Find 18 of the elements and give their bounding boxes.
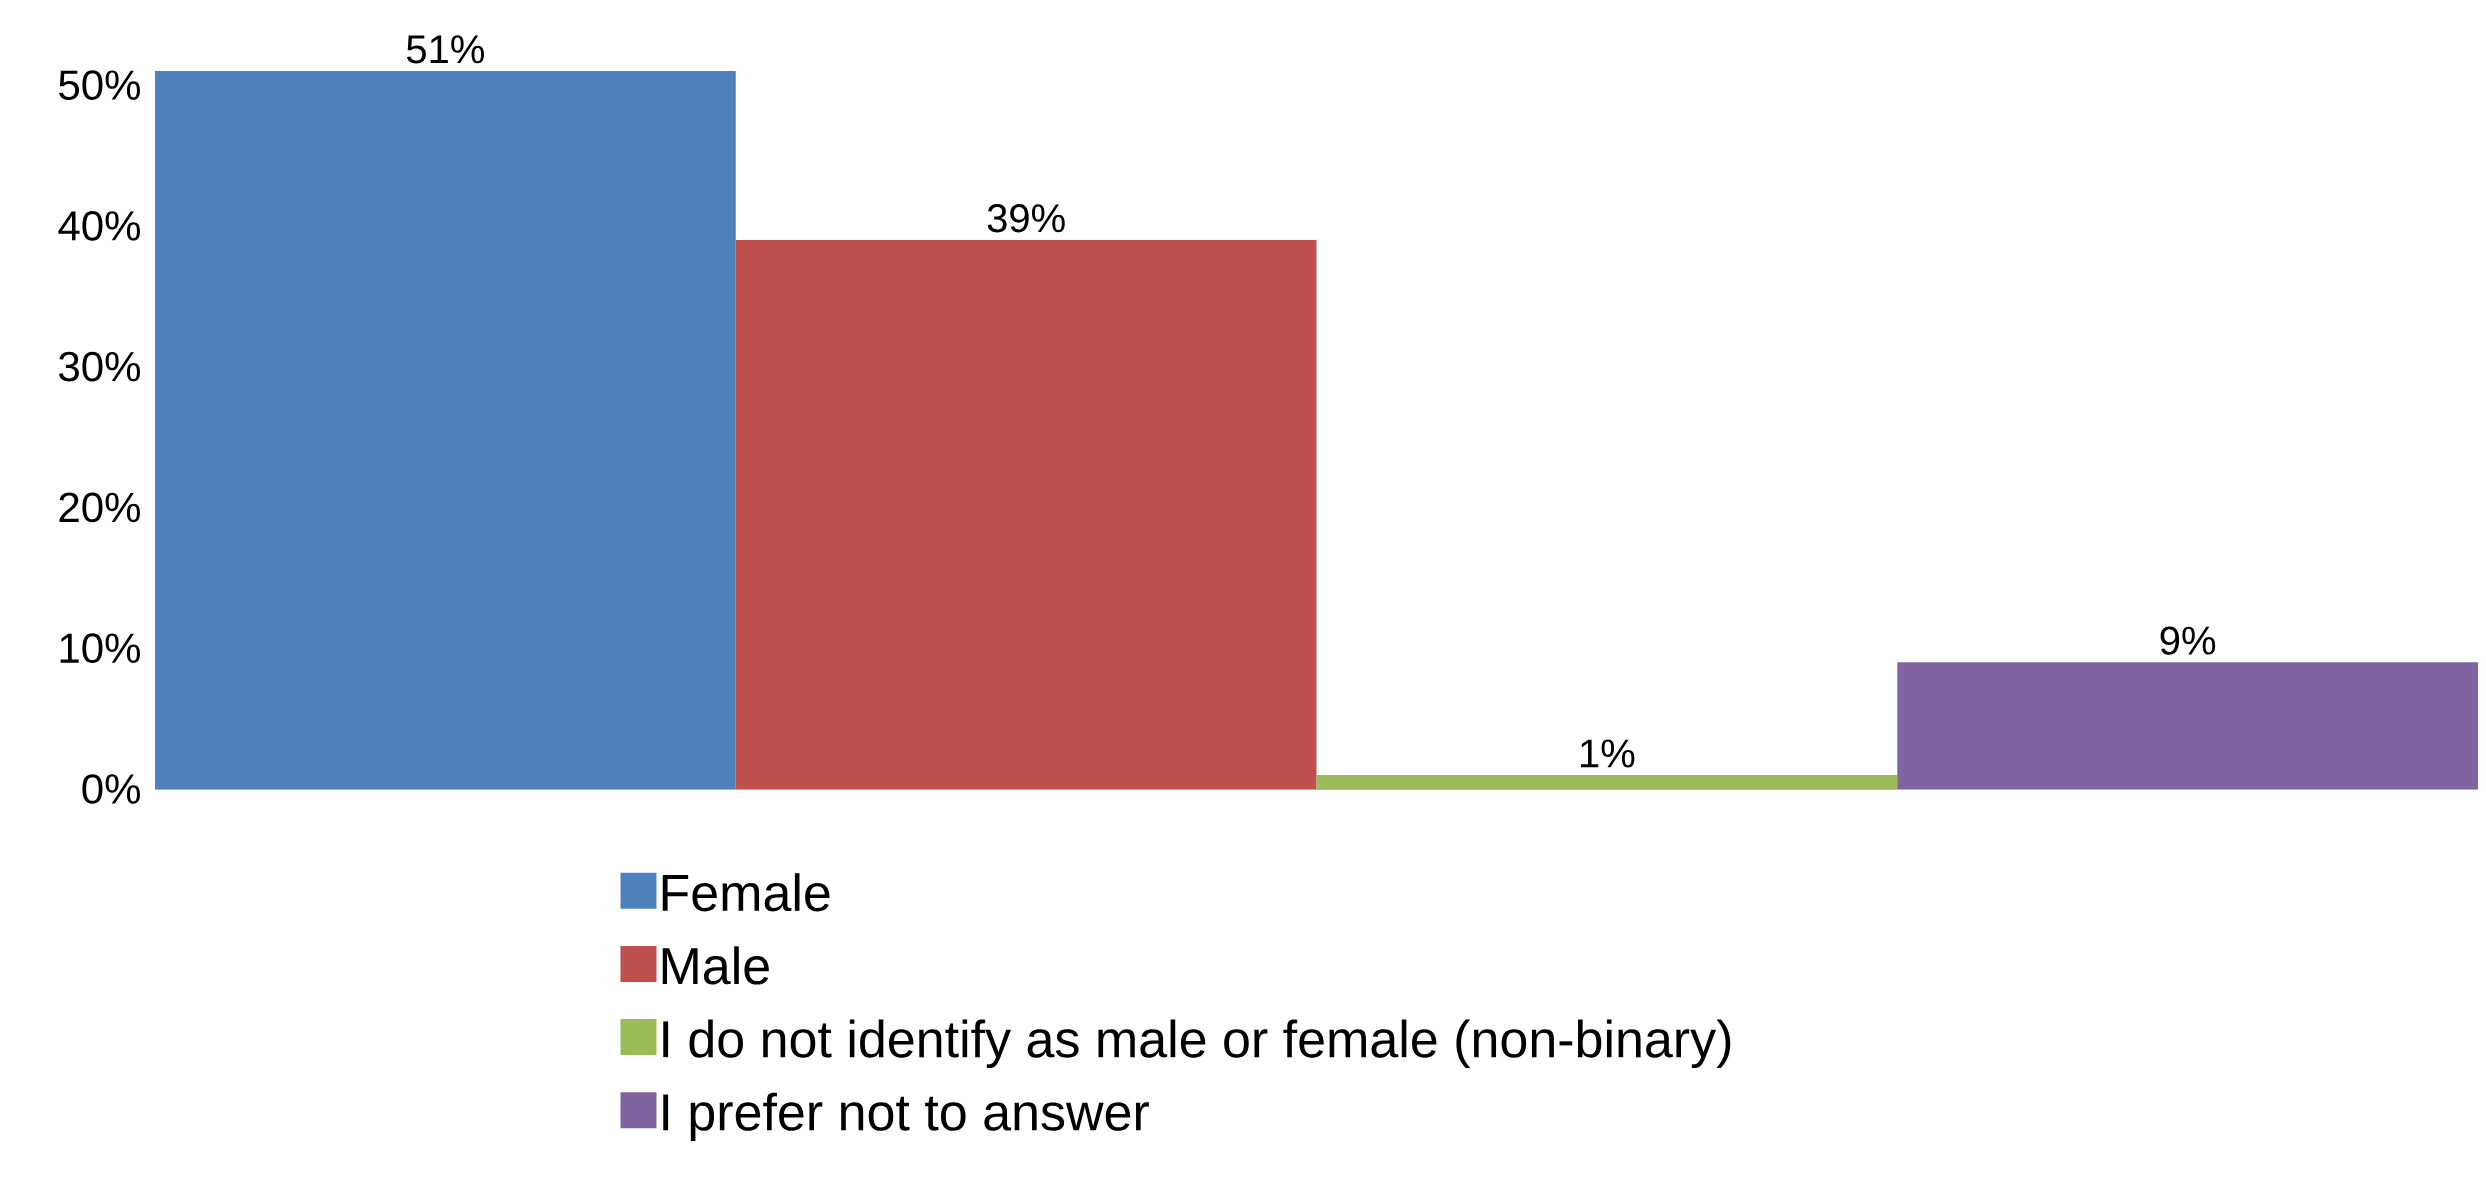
y-tick-label: 10% (60, 633, 140, 664)
y-tick-label: 0% (82, 774, 140, 804)
bar (1897, 662, 2479, 789)
y-tick-label: 50% (59, 70, 140, 100)
data-label: 51% (406, 35, 484, 64)
y-tick-label: 40% (58, 210, 140, 241)
bar (735, 239, 1317, 789)
legend-label: I do not identify as male or female (non-binary) (663, 1019, 1731, 1068)
data-label: 39% (987, 204, 1065, 233)
legend-label: Male (662, 946, 769, 985)
y-tick-label: 30% (59, 351, 140, 382)
data-label: 9% (2160, 626, 2216, 655)
bar (155, 70, 736, 789)
y-tick-label: 20% (59, 492, 140, 523)
bar (1316, 774, 1898, 789)
legend-label: Female (662, 873, 830, 912)
legend-label: I prefer not to answer (663, 1092, 1149, 1142)
data-label: 1% (1581, 739, 1635, 768)
